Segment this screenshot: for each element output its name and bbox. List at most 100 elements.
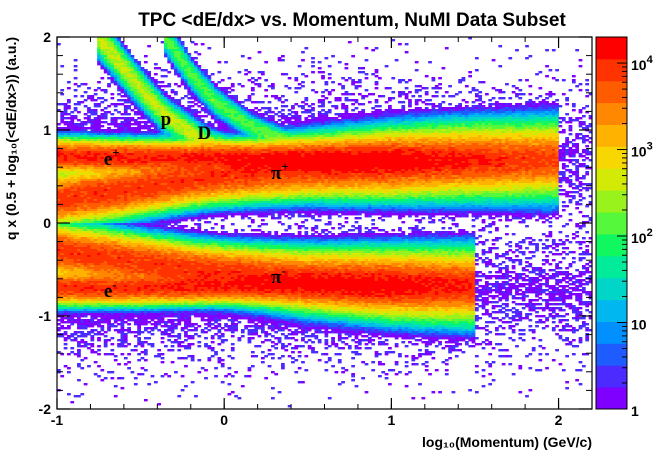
heatmap-cell (184, 57, 188, 60)
heatmap-cell (398, 137, 402, 140)
heatmap-cell (518, 135, 523, 138)
heatmap-cell (374, 145, 379, 148)
heatmap-cell (210, 147, 215, 150)
heatmap-cell (60, 115, 65, 118)
heatmap-cell (528, 109, 533, 112)
heatmap-cell (57, 109, 61, 112)
heatmap-cell (260, 113, 265, 116)
heatmap-cell (444, 135, 449, 138)
heatmap-cell (177, 43, 182, 46)
heatmap-cell (411, 117, 416, 120)
heatmap-cell (210, 125, 215, 128)
heatmap-cell (291, 147, 295, 150)
heatmap-cell (341, 149, 345, 152)
heatmap-cell (113, 109, 118, 112)
heatmap-cell (244, 131, 248, 134)
heatmap-cell (103, 133, 108, 136)
heatmap-cell (177, 45, 182, 48)
heatmap-cell (240, 135, 245, 138)
heatmap-cell (545, 137, 549, 140)
heatmap-cell (150, 91, 155, 94)
heatmap-cell (284, 153, 289, 156)
heatmap-cell (117, 125, 121, 128)
heatmap-cell (143, 91, 148, 94)
heatmap-cell (73, 59, 78, 62)
heatmap-cell (137, 67, 141, 70)
heatmap-cell (180, 149, 185, 152)
heatmap-cell (194, 73, 198, 76)
heatmap-cell (461, 107, 466, 110)
heatmap-cell (341, 117, 345, 120)
heatmap-cell (127, 61, 131, 64)
heatmap-cell (153, 67, 158, 70)
heatmap-cell (230, 109, 235, 112)
heatmap-cell (421, 125, 426, 128)
heatmap-cell (525, 129, 529, 132)
heatmap-cell (481, 111, 486, 114)
heatmap-cell (204, 145, 208, 148)
heatmap-cell (220, 105, 225, 108)
heatmap-cell (130, 67, 135, 70)
heatmap-cell (378, 109, 382, 112)
heatmap-cell (110, 139, 115, 142)
heatmap-cell (501, 145, 506, 148)
heatmap-cell (260, 123, 265, 126)
heatmap-cell (260, 131, 265, 134)
heatmap-cell (485, 113, 489, 116)
heatmap-cell (60, 149, 65, 152)
heatmap-cell (508, 151, 513, 154)
heatmap-cell (404, 145, 409, 148)
heatmap-cell (528, 137, 533, 140)
heatmap-cell (421, 143, 426, 146)
heatmap-cell (204, 111, 208, 114)
heatmap-cell (113, 43, 118, 46)
heatmap-cell (361, 117, 366, 120)
heatmap-cell (143, 135, 148, 138)
heatmap-cell (167, 85, 172, 88)
heatmap-cell (207, 103, 212, 106)
heatmap-cell (113, 57, 118, 60)
heatmap-cell (341, 131, 345, 134)
heatmap-cell (535, 117, 539, 120)
heatmap-cell (321, 133, 325, 136)
heatmap-cell (488, 103, 493, 106)
heatmap-cell (224, 91, 228, 94)
heatmap-cell (438, 153, 442, 156)
heatmap-cell (548, 149, 553, 152)
heatmap-cell (210, 97, 215, 100)
heatmap-cell (341, 151, 345, 154)
heatmap-cell (190, 81, 195, 84)
heatmap-cell (451, 137, 456, 140)
heatmap-cell (177, 153, 182, 156)
heatmap-cell (274, 131, 279, 134)
heatmap-cell (391, 145, 396, 148)
heatmap-cell (347, 129, 352, 132)
heatmap-cell (113, 147, 118, 150)
heatmap-cell (414, 61, 419, 64)
heatmap-cell (548, 107, 553, 110)
heatmap-cell (491, 97, 496, 100)
heatmap-cell (113, 47, 118, 50)
heatmap-cell (461, 129, 466, 132)
heatmap-cell (167, 53, 172, 56)
heatmap-cell (247, 135, 252, 138)
heatmap-cell (357, 145, 362, 148)
heatmap-cell (404, 125, 409, 128)
heatmap-cell (164, 107, 168, 110)
heatmap-cell (568, 119, 573, 122)
heatmap-cell (120, 113, 125, 116)
heatmap-cell (123, 87, 128, 90)
heatmap-cell (157, 105, 162, 108)
heatmap-cell (337, 83, 342, 86)
heatmap-cell (67, 151, 71, 154)
heatmap-cell (190, 125, 195, 128)
heatmap-cell (83, 151, 88, 154)
heatmap-cell (264, 147, 269, 150)
heatmap-cell (214, 91, 218, 94)
heatmap-cell (190, 129, 195, 132)
heatmap-cell (194, 93, 198, 96)
heatmap-cell (391, 131, 396, 134)
heatmap-cell (87, 121, 91, 124)
heatmap-cell (414, 131, 419, 134)
heatmap-cell (174, 51, 178, 54)
